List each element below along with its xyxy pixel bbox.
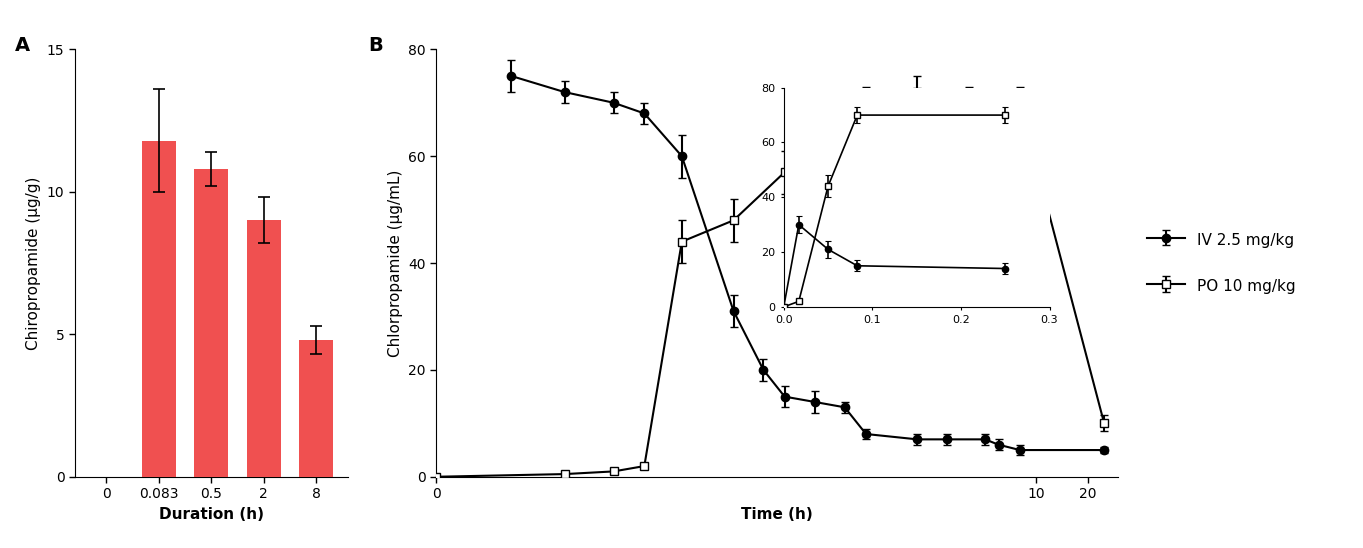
Bar bbox=[247, 220, 281, 477]
X-axis label: Duration (h): Duration (h) bbox=[158, 507, 264, 522]
Bar bbox=[195, 169, 229, 477]
Y-axis label: Chlorpropamide (μg/mL): Chlorpropamide (μg/mL) bbox=[387, 169, 402, 357]
Legend: IV 2.5 mg/kg, PO 10 mg/kg: IV 2.5 mg/kg, PO 10 mg/kg bbox=[1139, 223, 1303, 303]
X-axis label: Time (h): Time (h) bbox=[741, 507, 812, 522]
Bar bbox=[142, 140, 176, 477]
Text: A: A bbox=[15, 37, 30, 55]
Text: B: B bbox=[368, 37, 383, 55]
Bar bbox=[298, 340, 333, 477]
Y-axis label: Chiropropamide (μg/g): Chiropropamide (μg/g) bbox=[26, 176, 41, 350]
